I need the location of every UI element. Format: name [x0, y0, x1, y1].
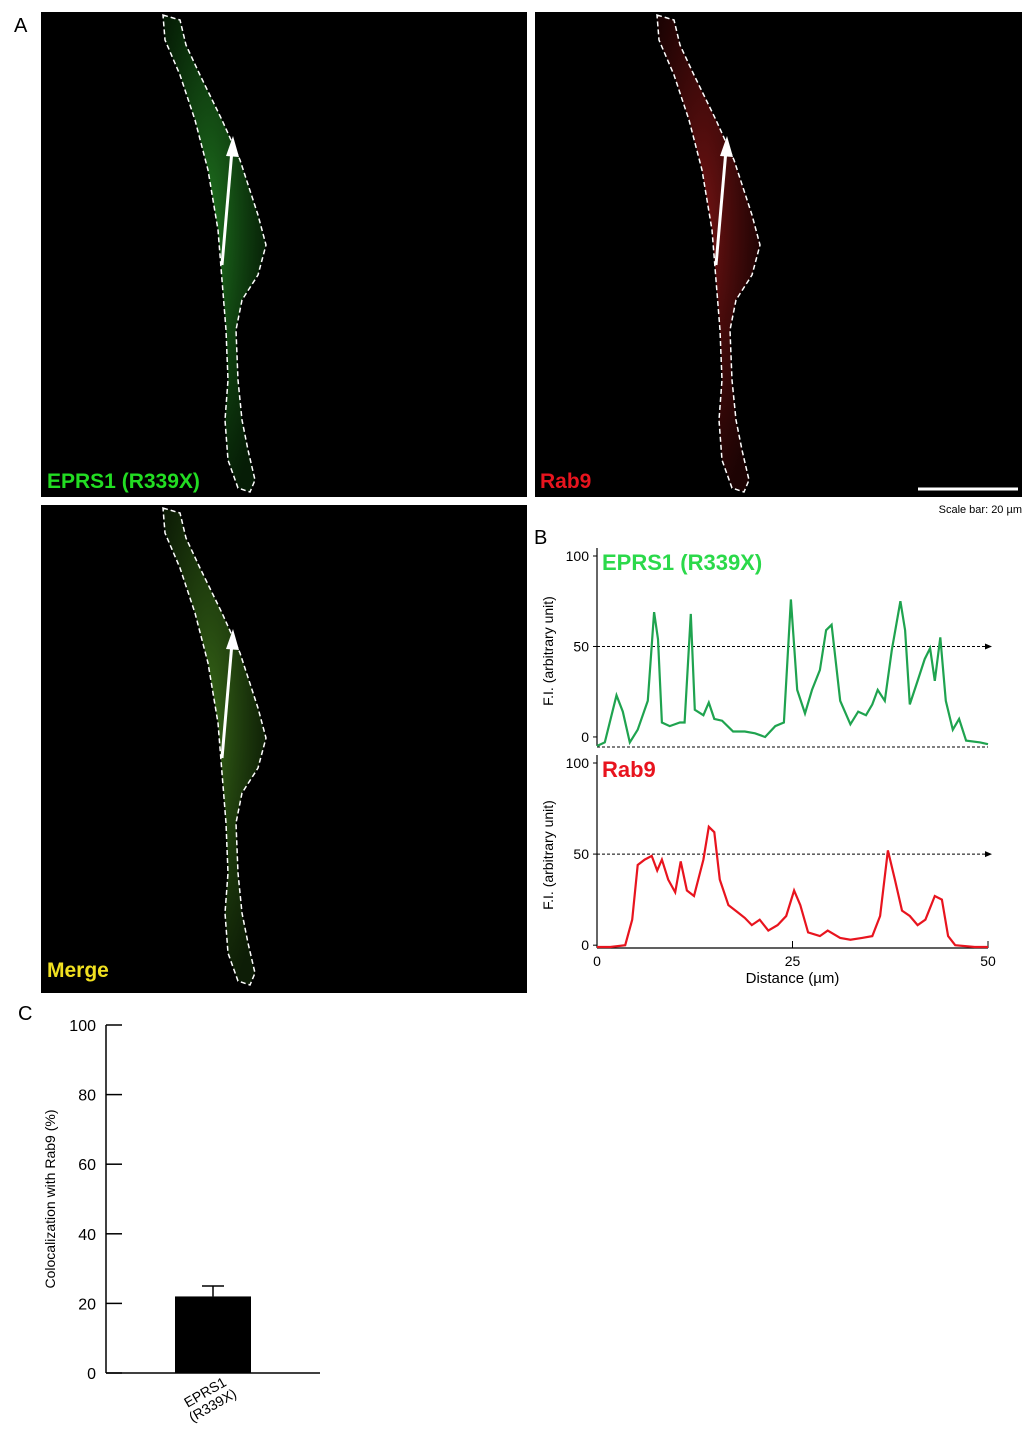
- y-tick-label: 100: [566, 755, 590, 771]
- reference-arrow: [985, 851, 992, 858]
- micrograph-eprs1: [41, 12, 527, 497]
- y-axis-label: F.I. (arbitrary unit): [540, 596, 556, 706]
- y-tick-label: 50: [573, 846, 589, 862]
- y-tick-label: 60: [78, 1157, 96, 1174]
- chart-title: EPRS1 (R339X): [602, 550, 762, 575]
- bar: [175, 1296, 251, 1373]
- y-tick-label: 80: [78, 1088, 96, 1105]
- y-tick-label: 100: [69, 1018, 96, 1035]
- scale-bar-label: Scale bar: 20 µm: [939, 504, 1022, 516]
- reference-arrow: [985, 643, 992, 650]
- y-tick-label: 0: [581, 937, 589, 953]
- y-tick-label: 40: [78, 1227, 96, 1244]
- panel-label: A: [14, 15, 28, 37]
- image-label: EPRS1 (R339X): [47, 470, 200, 493]
- micrograph-merge: [41, 505, 527, 993]
- chart-title: Rab9: [602, 757, 656, 782]
- panel-label: C: [18, 1003, 32, 1025]
- micrograph-rab9: [535, 12, 1022, 497]
- y-tick-label: 0: [581, 729, 589, 745]
- y-tick-label: 20: [78, 1296, 96, 1313]
- x-tick-label: 0: [593, 953, 601, 969]
- y-tick-label: 100: [566, 548, 590, 564]
- y-axis-label: Colocalization with Rab9 (%): [42, 1110, 58, 1289]
- x-tick-label: 50: [980, 953, 996, 969]
- panel-label: B: [534, 527, 547, 549]
- y-axis-label: F.I. (arbitrary unit): [540, 800, 556, 910]
- image-label: Merge: [47, 959, 109, 982]
- profile-line: [596, 599, 989, 747]
- y-tick-label: 50: [573, 638, 589, 654]
- profile-line: [597, 824, 988, 949]
- x-axis-label: Distance (µm): [746, 970, 840, 987]
- y-tick-label: 0: [87, 1366, 96, 1383]
- image-label: Rab9: [540, 470, 591, 493]
- x-tick-label: 25: [785, 953, 801, 969]
